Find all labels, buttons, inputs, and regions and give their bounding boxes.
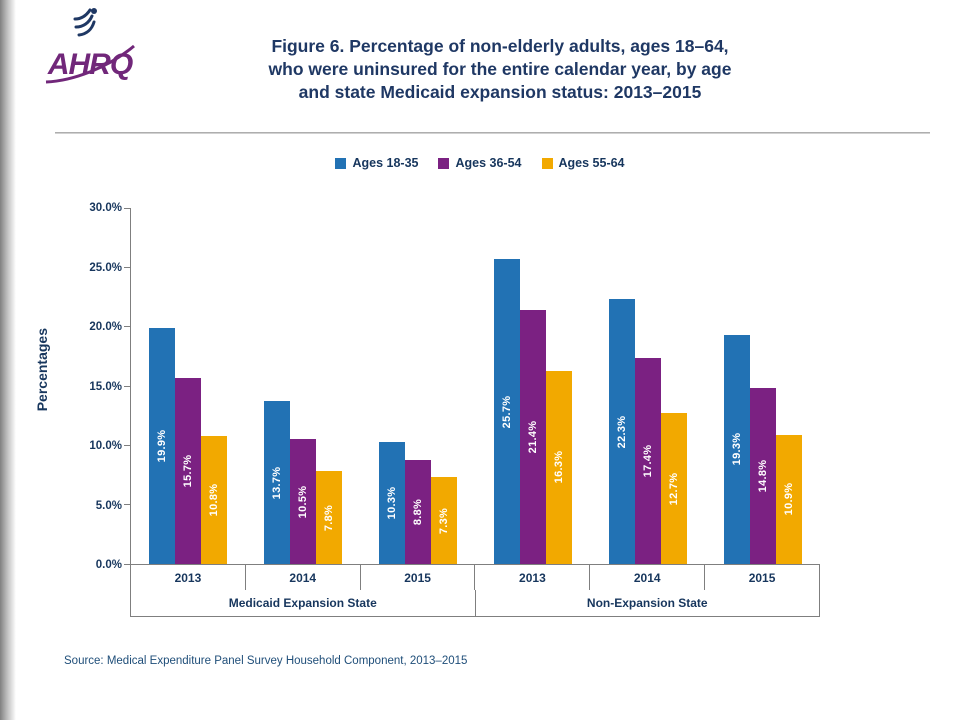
bar-group: 19.9% 15.7% 10.8% [131,208,246,564]
bar-groups: 19.9% 15.7% 10.8% 13.7% 10.5% 7.8% 10.3% 8.8% 7.… [131,208,820,564]
legend-label: Ages 36-54 [455,156,522,170]
category-axis: 2013 2014 2015 2013 2014 2015 Medicaid Expans… [130,565,820,617]
bar-value-label: 10.5% [297,485,310,519]
year-label: 2013 [131,565,246,590]
bar-group: 25.7% 21.4% 16.3% [475,208,590,564]
bar: 8.8% [405,459,432,564]
y-tick-label: 0.0% [95,559,122,571]
state-group-label: Non-Expansion State [476,590,820,616]
bar: 10.5% [290,439,317,564]
y-tick-label: 20.0% [89,321,122,333]
bar: 21.4% [519,310,546,564]
bar: 17.4% [634,357,661,564]
bar: 13.7% [264,401,291,564]
year-label: 2013 [475,565,591,590]
bar-value-label: 10.8% [208,483,221,517]
ahrq-logo: AHRQ [40,6,140,124]
y-axis-title: Percentages [34,328,50,412]
bar: 15.7% [175,377,202,564]
bar: 12.7% [660,413,687,564]
group-labels-row: Medicaid Expansion State Non-Expansion St… [131,590,820,616]
figure-title: Figure 6. Percentage of non-elderly adul… [210,35,790,104]
year-labels-row: 2013 2014 2015 2013 2014 2015 [131,565,820,590]
bar-value-label: 10.9% [782,482,795,516]
bar-group: 13.7% 10.5% 7.8% [246,208,361,564]
y-tick-mark [124,326,130,328]
bar-value-label: 16.3% [552,450,565,484]
year-label: 2015 [705,565,820,590]
source-note: Source: Medical Expenditure Panel Survey… [64,655,468,667]
legend-swatch [541,157,553,169]
y-tick-mark [124,504,130,506]
bar: 25.7% [493,259,520,564]
y-tick-mark [124,207,130,209]
state-group-label: Medicaid Expansion State [131,590,476,616]
bar-value-label: 19.3% [730,433,743,466]
bar-value-label: 13.7% [271,466,284,500]
figure-title-line-1: Figure 6. Percentage of non-elderly adul… [271,36,729,56]
legend-label: Ages 18-35 [352,156,419,170]
bar: 14.8% [749,388,776,564]
bar-group: 10.3% 8.8% 7.3% [361,208,476,564]
year-label: 2015 [361,565,476,590]
y-tick-label: 5.0% [95,499,122,512]
bar: 10.3% [379,441,406,564]
left-gradient-strip [0,0,16,720]
bar-value-label: 15.7% [182,454,195,488]
y-tick-label: 25.0% [89,261,122,274]
bar: 7.8% [316,471,343,564]
legend-item: Ages 18-35 [335,156,418,170]
legend-label: Ages 55-64 [558,156,625,170]
bar-value-label: 14.8% [756,459,769,493]
legend: Ages 18-35 Ages 36-54 Ages 55-64 [0,156,960,170]
bar: 10.9% [775,434,802,564]
bar-value-label: 8.8% [412,498,425,525]
bar-group: 22.3% 17.4% 12.7% [590,208,705,564]
year-label: 2014 [246,565,361,590]
bar-value-label: 7.8% [323,504,336,531]
bar-value-label: 22.3% [615,415,628,449]
y-tick-label: 10.0% [89,440,122,452]
plot-area: 19.9% 15.7% 10.8% 13.7% 10.5% 7.8% 10.3% 8.8% 7.… [124,207,820,565]
bar: 10.8% [201,435,228,564]
y-tick-mark [124,444,130,446]
y-tick-label: 30.0% [89,202,122,214]
bar-value-label: 17.4% [641,444,654,478]
y-tick-mark [124,563,130,565]
bar: 22.3% [608,299,635,564]
y-tick-label: 15.0% [89,380,122,393]
figure-title-line-3: and state Medicaid expansion status: 201… [298,82,702,103]
legend-swatch [438,157,450,169]
bar-value-label: 21.4% [526,420,539,454]
bar: 19.9% [149,327,176,564]
legend-item: Ages 36-54 [438,156,522,170]
hhs-eagle-icon [40,6,140,46]
ahrq-logo-text: AHRQ [47,48,133,81]
bar-group: 19.3% 14.8% 10.9% [705,208,820,564]
legend-item: Ages 55-64 [541,156,625,170]
bar: 7.3% [431,477,458,564]
bar-value-label: 12.7% [667,472,680,505]
y-tick-mark [124,385,130,387]
legend-swatch [335,157,347,169]
y-tick-mark [124,266,130,268]
figure-title-line-2: who were uninsured for the entire calend… [268,59,732,80]
y-axis-ticks: 0.0% 5.0% 10.0% 15.0% 20.0% 25.0% 30.0% [54,202,122,571]
bar-value-label: 10.3% [386,486,399,520]
bar: 19.3% [723,334,750,564]
bar: 16.3% [545,370,572,564]
bar-value-label: 7.3% [438,507,451,534]
header-divider [55,132,930,134]
year-label: 2014 [590,565,706,590]
bar-value-label: 25.7% [500,395,513,428]
bar-value-label: 19.9% [156,429,169,463]
